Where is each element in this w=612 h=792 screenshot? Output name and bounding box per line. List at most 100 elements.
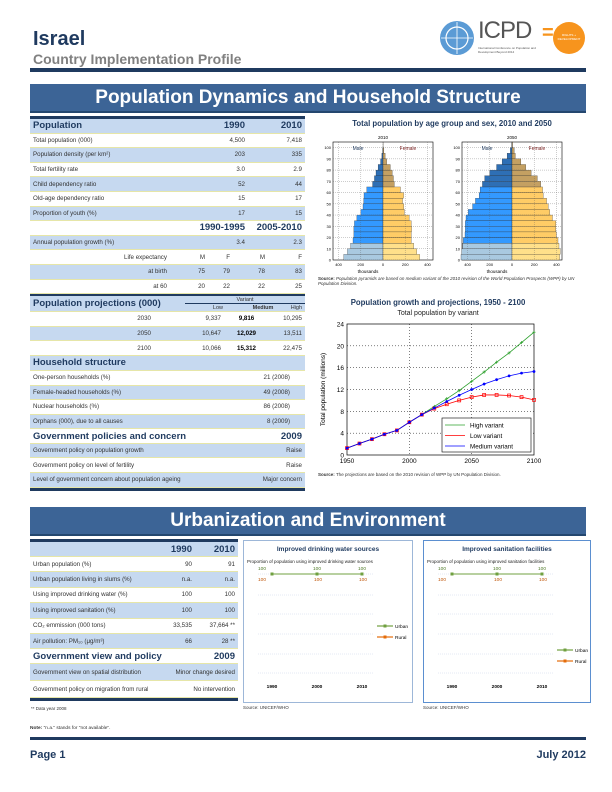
legend: High variant Low variant Medium variant: [441, 417, 532, 453]
male-bar: [501, 158, 513, 165]
data-point: [450, 572, 454, 576]
table-cell-value: M: [199, 253, 205, 261]
table-cell-label: Total fertility rate: [33, 166, 79, 174]
table-cell-value: 21 (2008): [263, 374, 291, 382]
female-bar: [511, 237, 559, 244]
data-label-rural: 100: [494, 577, 502, 583]
pyramid-source: Source: Population pyramids are based on…: [318, 276, 588, 286]
female-bar: [382, 158, 387, 165]
x-axis-label: thousands: [358, 269, 380, 274]
male-bar: [381, 153, 384, 159]
table-cell-value: 9,337: [205, 315, 221, 323]
table-cell-value: 90: [185, 560, 192, 568]
water-chart-title: Improved drinking water sources: [276, 546, 380, 553]
male-bar: [353, 226, 384, 233]
female-bar: [382, 169, 393, 176]
sanitation-chart: 100 100 1990 100 100 2000 100 100 2010 Urban Rural: [438, 566, 588, 690]
table-header-row: Government policies and concern 2009: [30, 429, 305, 444]
female-bar: [511, 198, 547, 204]
y-tick-label: 50: [327, 201, 332, 206]
female-bar: [511, 203, 549, 210]
growth-chart-title: Population growth and projections, 1950 …: [350, 298, 526, 307]
data-point: [445, 400, 449, 403]
growth-chart-subtitle: Total population by variant: [397, 310, 479, 317]
y-tick-label: 12: [337, 387, 345, 394]
data-point: [495, 378, 498, 382]
table-cell-value: 1990: [223, 120, 245, 132]
table-cell-value: Raise: [286, 461, 302, 469]
y-tick-label: 30: [456, 224, 461, 229]
x-tick-label: 2000: [402, 458, 417, 465]
logo-tagline: International Conference on Population a…: [478, 46, 536, 54]
table-cell-value: 17: [295, 195, 302, 203]
sanitation-chart-subtitle: Proportion of population using improved …: [427, 559, 545, 564]
data-point: [470, 379, 474, 383]
male-bar: [479, 186, 513, 193]
country-title: Israel: [33, 28, 86, 50]
male-bar: [374, 175, 384, 182]
female-bar: [382, 186, 401, 193]
female-bar: [511, 192, 544, 199]
data-point: [507, 374, 511, 378]
table-row: 2100 10,066 15,312 22,475: [30, 341, 305, 356]
projections-header-row: Population projections (000) Variant Low Me…: [30, 294, 305, 313]
table-cell-value: 13,511: [283, 330, 302, 338]
x-axis-label: thousands: [487, 269, 509, 274]
y-tick-label: 24: [337, 322, 345, 329]
logo: ICPD = International Conference on Popul…: [438, 18, 588, 60]
male-bar: [475, 198, 513, 204]
male-bar: [343, 254, 384, 261]
data-point: [270, 572, 274, 576]
logo-badge: RIGHTS + DEVELOPMENT: [557, 33, 581, 41]
legend-item: Urban: [575, 648, 588, 654]
data-point: [482, 382, 486, 386]
table-cell-value: 33,535: [173, 622, 192, 630]
table-cell-value: n.a.: [181, 576, 192, 584]
table-cell-label: Population density (per km²): [33, 151, 111, 159]
table-cell-label: at birth: [148, 268, 167, 276]
table-cell-value: 2010: [213, 543, 235, 555]
male-bar: [460, 254, 513, 261]
data-label-urban: 100: [538, 566, 546, 572]
table-cell-value: 75: [198, 268, 205, 276]
table-cell-label: at 60: [153, 282, 167, 290]
male-bar: [496, 164, 513, 171]
female-bar: [382, 198, 403, 204]
table-cell-value: F: [226, 253, 230, 261]
y-axis-label: Total population (millions): [320, 353, 327, 426]
female-bar: [382, 226, 412, 233]
table-cell-label: Nuclear households (%): [33, 403, 100, 411]
legend-item: Rural: [395, 635, 406, 641]
variant-label: Variant: [185, 297, 305, 305]
male-bar: [482, 181, 513, 188]
x-tick-label: 400: [335, 262, 342, 267]
population-table: Population 1990 2010 Total population (000)…: [30, 116, 305, 491]
male-bar: [363, 192, 384, 199]
female-bar: [511, 214, 553, 221]
table-cell-value: No intervention: [193, 685, 235, 693]
y-tick-label: 0: [458, 258, 461, 263]
table-cell-value: F: [298, 253, 302, 261]
page-subtitle: Country Implementation Profile: [33, 51, 242, 67]
table-cell-label: Life expectancy: [124, 253, 167, 261]
table-cell-value: 83: [295, 268, 302, 276]
pyramid-year: 2010: [378, 135, 389, 140]
male-bar: [356, 214, 384, 221]
pyramid-title: Total population by age group and sex, 2…: [352, 119, 552, 128]
y-tick-label: 20: [337, 343, 345, 350]
table-row: Old-age dependency ratio 15 17: [30, 191, 305, 207]
table-cell-value: 15,312: [237, 344, 256, 352]
male-bar: [489, 169, 513, 176]
table-cell-value: 17: [238, 209, 245, 217]
data-point: [507, 393, 511, 398]
x-tick-label: 200: [357, 262, 364, 267]
table-cell-value: Major concern: [262, 476, 302, 484]
data-point: [457, 398, 462, 403]
table-cell-value: 44: [295, 180, 302, 188]
y-tick-label: 30: [327, 224, 332, 229]
x-tick-label: 0: [511, 262, 514, 267]
male-bar: [462, 243, 513, 249]
y-tick-label: 100: [453, 145, 460, 150]
table-cell-label: Orphans (000), due to all causes: [33, 417, 123, 425]
series-line: [346, 371, 535, 449]
